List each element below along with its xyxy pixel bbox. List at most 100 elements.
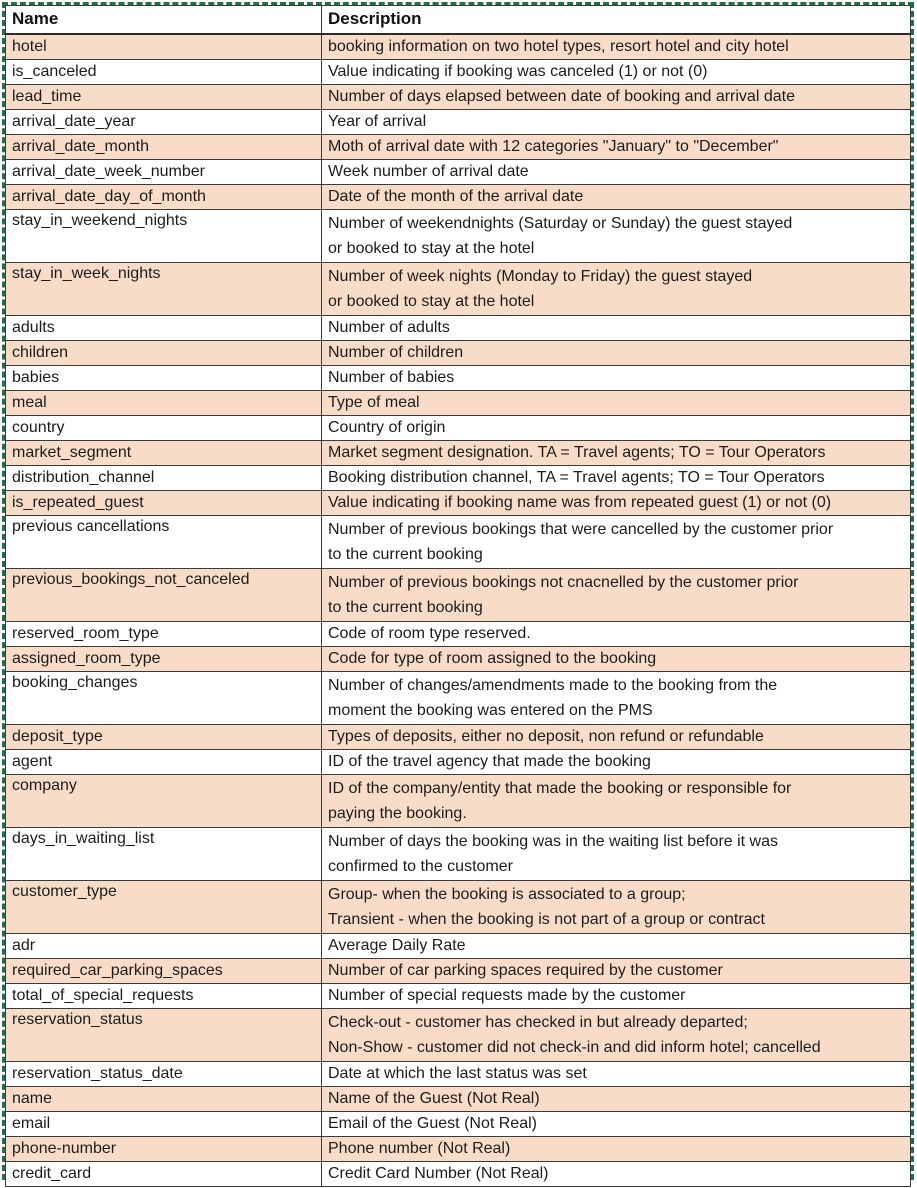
table-row: stay_in_weekend_nights Number of weekendn… <box>5 208 911 263</box>
table-row: booking_changes Number of changes/amendme… <box>5 670 911 725</box>
field-name-cell: reserved_room_type <box>5 620 322 647</box>
field-description-cell: Market segment designation. TA = Travel … <box>321 439 911 466</box>
field-description-cell: Number of week nights (Monday to Friday)… <box>321 261 911 316</box>
field-description-cell: Year of arrival <box>321 108 911 135</box>
table-row: total_of_special_requests Number of speci… <box>5 982 911 1009</box>
description-line: to the current booking <box>328 598 483 616</box>
description-line: Value indicating if booking name was fro… <box>328 493 832 511</box>
field-name-cell: is_canceled <box>5 58 322 85</box>
table-row: customer_type Group- when the booking is … <box>5 879 911 934</box>
field-name-cell: adr <box>5 932 322 959</box>
field-name-cell: adults <box>5 314 322 341</box>
description-line: Types of deposits, either no deposit, no… <box>328 727 764 745</box>
field-name-cell: is_repeated_guest <box>5 489 322 516</box>
table-row: adr Average Daily Rate <box>5 932 911 959</box>
field-name-cell: agent <box>5 748 322 775</box>
field-description-cell: Number of adults <box>321 314 911 341</box>
field-description-cell: Average Daily Rate <box>321 932 911 959</box>
description-line: Type of meal <box>328 393 420 411</box>
table-row: assigned_room_type Code for type of room … <box>5 645 911 672</box>
field-description-cell: Credit Card Number (Not Real) <box>321 1160 911 1187</box>
table-row: meal Type of meal <box>5 389 911 416</box>
description-line: Moth of arrival date with 12 categories … <box>328 137 779 155</box>
field-name-cell: meal <box>5 389 322 416</box>
table-row: is_repeated_guest Value indicating if boo… <box>5 489 911 516</box>
description-line: Number of special requests made by the c… <box>328 986 686 1004</box>
description-line: Group- when the booking is associated to… <box>328 885 686 903</box>
description-line: Phone number (Not Real) <box>328 1139 511 1157</box>
description-line: Transient - when the booking is not part… <box>328 910 765 928</box>
column-header-description: Description <box>321 5 911 35</box>
field-name-cell: deposit_type <box>5 723 322 750</box>
table-body: hotel booking information on two hotel ty… <box>5 33 911 1187</box>
table-row: credit_card Credit Card Number (Not Real) <box>5 1160 911 1187</box>
description-line: Number of adults <box>328 318 450 336</box>
field-name-cell: children <box>5 339 322 366</box>
table-row: babies Number of babies <box>5 364 911 391</box>
table-row: reservation_status Check-out - customer h… <box>5 1007 911 1062</box>
description-line: Number of children <box>328 343 464 361</box>
field-description-cell: Code for type of room assigned to the bo… <box>321 645 911 672</box>
description-line: moment the booking was entered on the PM… <box>328 701 653 719</box>
description-line: Number of previous bookings that were ca… <box>328 520 834 538</box>
field-description-cell: Group- when the booking is associated to… <box>321 879 911 934</box>
table-row: required_car_parking_spaces Number of car… <box>5 957 911 984</box>
description-line: Number of week nights (Monday to Friday)… <box>328 267 753 285</box>
field-description-cell: Number of days the booking was in the wa… <box>321 826 911 881</box>
column-header-name: Name <box>5 5 322 35</box>
field-description-cell: Number of babies <box>321 364 911 391</box>
table-row: agent ID of the travel agency that made t… <box>5 748 911 775</box>
field-description-cell: Number of weekendnights (Saturday or Sun… <box>321 208 911 263</box>
description-line: Average Daily Rate <box>328 936 466 954</box>
field-description-cell: Moth of arrival date with 12 categories … <box>321 133 911 160</box>
data-dictionary-table: Name Description hotel booking informatio… <box>5 5 911 1187</box>
table-row: deposit_type Types of deposits, either no… <box>5 723 911 750</box>
description-line: Date of the month of the arrival date <box>328 187 584 205</box>
field-description-cell: Check-out - customer has checked in but … <box>321 1007 911 1062</box>
description-line: Check-out - customer has checked in but … <box>328 1013 748 1031</box>
description-line: Number of days the booking was in the wa… <box>328 832 779 850</box>
table-row: lead_time Number of days elapsed between … <box>5 83 911 110</box>
description-line: Number of changes/amendments made to the… <box>328 676 778 694</box>
field-description-cell: Email of the Guest (Not Real) <box>321 1110 911 1137</box>
field-description-cell: Types of deposits, either no deposit, no… <box>321 723 911 750</box>
field-name-cell: babies <box>5 364 322 391</box>
description-line: ID of the company/entity that made the b… <box>328 779 792 797</box>
field-name-cell: required_car_parking_spaces <box>5 957 322 984</box>
field-description-cell: Phone number (Not Real) <box>321 1135 911 1162</box>
description-line: Booking distribution channel, TA = Trave… <box>328 468 825 486</box>
description-line: confirmed to the customer <box>328 857 513 875</box>
field-name-cell: distribution_channel <box>5 464 322 491</box>
description-line: paying the booking. <box>328 804 467 822</box>
field-description-cell: Country of origin <box>321 414 911 441</box>
table-row: reserved_room_type Code of room type rese… <box>5 620 911 647</box>
table-row: previous_bookings_not_canceled Number of … <box>5 567 911 622</box>
field-description-cell: Date at which the last status was set <box>321 1060 911 1087</box>
table-row: market_segment Market segment designation… <box>5 439 911 466</box>
field-description-cell: ID of the company/entity that made the b… <box>321 773 911 828</box>
field-description-cell: Booking distribution channel, TA = Trave… <box>321 464 911 491</box>
field-name-cell: days_in_waiting_list <box>5 826 322 881</box>
field-description-cell: Number of previous bookings that were ca… <box>321 514 911 569</box>
table-row: arrival_date_month Moth of arrival date w… <box>5 133 911 160</box>
field-name-cell: country <box>5 414 322 441</box>
description-line: Number of days elapsed between date of b… <box>328 87 795 105</box>
field-description-cell: Number of previous bookings not cnacnell… <box>321 567 911 622</box>
description-line: Code of room type reserved. <box>328 624 531 642</box>
field-name-cell: market_segment <box>5 439 322 466</box>
table-row: hotel booking information on two hotel ty… <box>5 33 911 60</box>
field-description-cell: Number of changes/amendments made to the… <box>321 670 911 725</box>
field-name-cell: reservation_status_date <box>5 1060 322 1087</box>
table-row: phone-number Phone number (Not Real) <box>5 1135 911 1162</box>
description-line: to the current booking <box>328 545 483 563</box>
field-description-cell: Value indicating if booking name was fro… <box>321 489 911 516</box>
description-line: Code for type of room assigned to the bo… <box>328 649 657 667</box>
table-row: previous cancellations Number of previous… <box>5 514 911 569</box>
field-name-cell: arrival_date_year <box>5 108 322 135</box>
field-name-cell: previous cancellations <box>5 514 322 569</box>
description-line: Non-Show - customer did not check-in and… <box>328 1038 821 1056</box>
field-name-cell: name <box>5 1085 322 1112</box>
field-description-cell: Code of room type reserved. <box>321 620 911 647</box>
field-description-cell: Date of the month of the arrival date <box>321 183 911 210</box>
